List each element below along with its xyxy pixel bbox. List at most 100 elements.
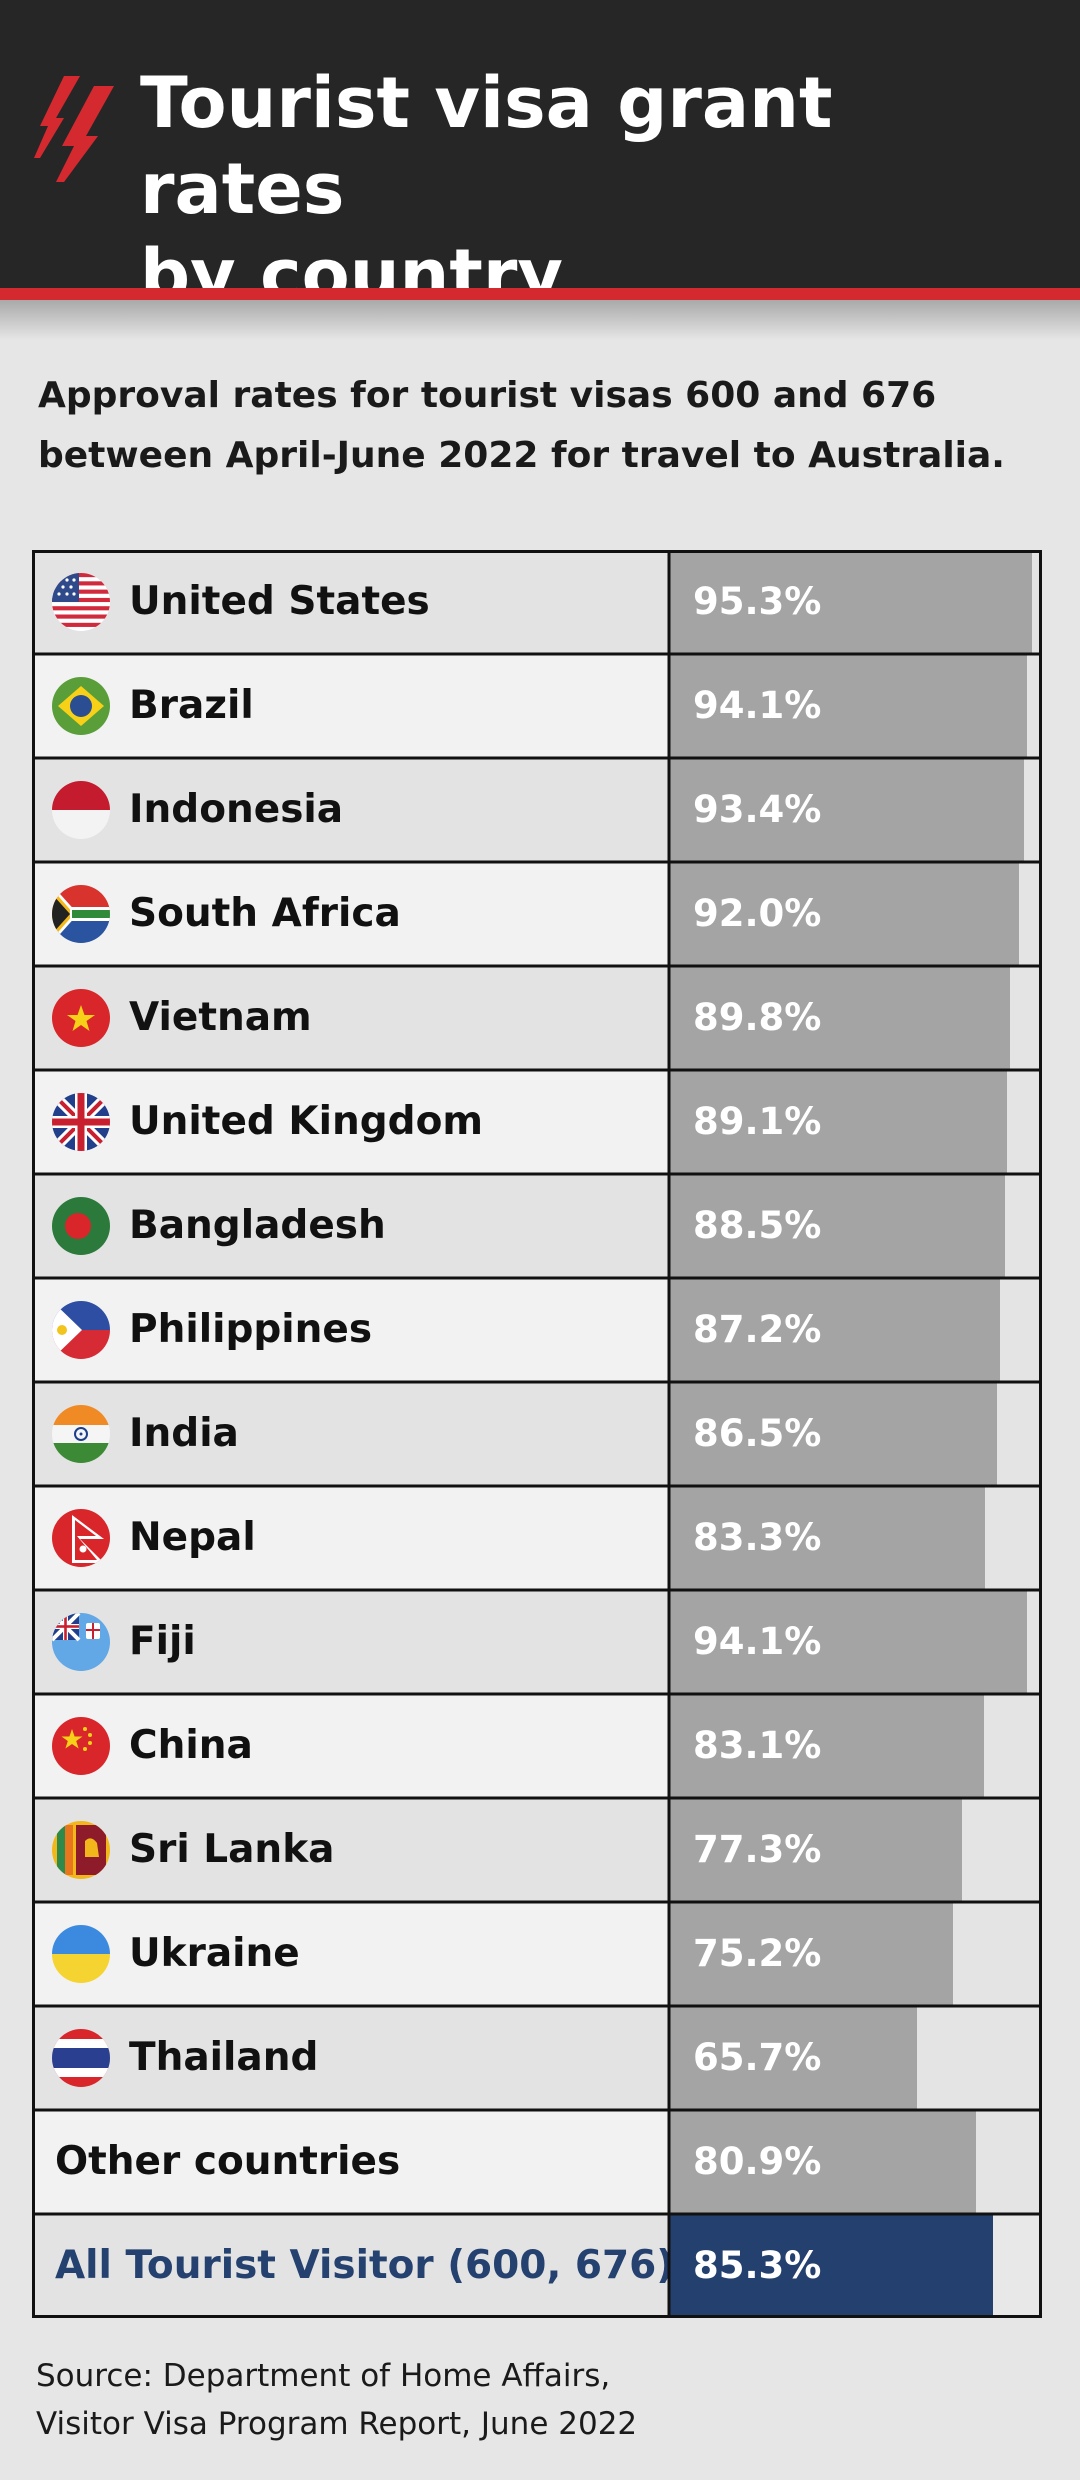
chart-subtitle: Approval rates for tourist visas 600 and… [38, 375, 1005, 476]
table-row: Fiji 94.1% [32, 1590, 1042, 1694]
value-cell: 87.2% [669, 1278, 1042, 1382]
data-label: 87.2% [693, 1308, 822, 1351]
nepal-flag-icon [52, 1509, 110, 1567]
category-label: United States [129, 579, 430, 624]
category-label: Other countries [55, 2139, 401, 2184]
data-label: 88.5% [693, 1204, 822, 1247]
country-cell: India [32, 1382, 669, 1486]
table-row: Bangladesh 88.5% [32, 1174, 1042, 1278]
category-label: Indonesia [129, 787, 344, 832]
data-label: 75.2% [693, 1932, 822, 1975]
value-cell: 80.9% [669, 2110, 1042, 2214]
category-label: Ukraine [129, 1931, 300, 1976]
value-cell: 83.1% [669, 1694, 1042, 1798]
table-row: Philippines 87.2% [32, 1278, 1042, 1382]
source-note: Source: Department of Home Affairs, Visi… [36, 2358, 638, 2442]
sri-lanka-flag-icon [52, 1821, 110, 1879]
india-flag-icon [52, 1405, 110, 1463]
value-cell: 83.3% [669, 1486, 1042, 1590]
data-label: 85.3% [693, 2244, 822, 2287]
data-label: 86.5% [693, 1412, 822, 1455]
table-row: China 83.1% [32, 1694, 1042, 1798]
category-label: Nepal [129, 1515, 256, 1560]
brazil-flag-icon [52, 677, 110, 735]
value-cell: 95.3% [669, 550, 1042, 654]
country-cell: Other countries [32, 2110, 669, 2214]
category-label: Philippines [129, 1307, 373, 1352]
us-flag-icon [52, 573, 110, 631]
table-row: Indonesia 93.4% [32, 758, 1042, 862]
category-label: Bangladesh [129, 1203, 386, 1248]
indonesia-flag-icon [52, 781, 110, 839]
chart-title: Tourist visa grant rates by country [140, 62, 833, 316]
south-africa-flag-icon [52, 885, 110, 943]
uk-flag-icon [52, 1093, 110, 1151]
data-label: 94.1% [693, 684, 822, 727]
data-label: 93.4% [693, 788, 822, 831]
table-row: Other countries 80.9% [32, 2110, 1042, 2214]
country-cell: Vietnam [32, 966, 669, 1070]
country-cell: Fiji [32, 1590, 669, 1694]
value-cell: 89.1% [669, 1070, 1042, 1174]
value-cell: 89.8% [669, 966, 1042, 1070]
category-label: Brazil [129, 683, 254, 728]
country-cell: United States [32, 550, 669, 654]
philippines-flag-icon [52, 1301, 110, 1359]
category-label: Sri Lanka [129, 1827, 335, 1872]
data-label: 83.3% [693, 1516, 822, 1559]
country-cell: Bangladesh [32, 1174, 669, 1278]
data-label: 95.3% [693, 580, 822, 623]
value-cell: 86.5% [669, 1382, 1042, 1486]
data-label: 94.1% [693, 1620, 822, 1663]
table-row: Vietnam 89.8% [32, 966, 1042, 1070]
table-row: Brazil 94.1% [32, 654, 1042, 758]
country-cell: Ukraine [32, 1902, 669, 2006]
category-label: All Tourist Visitor (600, 676) [55, 2243, 675, 2288]
country-cell: South Africa [32, 862, 669, 966]
header-bar: Tourist visa grant rates by country [0, 0, 1080, 316]
total-row: All Tourist Visitor (600, 676) 85.3% [32, 2214, 1042, 2318]
country-cell: Sri Lanka [32, 1798, 669, 1902]
data-label: 89.8% [693, 996, 822, 1039]
category-label: Fiji [129, 1619, 196, 1664]
country-cell: Brazil [32, 654, 669, 758]
table-row: Nepal 83.3% [32, 1486, 1042, 1590]
country-cell: China [32, 1694, 669, 1798]
table-row: South Africa 92.0% [32, 862, 1042, 966]
table-row: Sri Lanka 77.3% [32, 1798, 1042, 1902]
country-cell: United Kingdom [32, 1070, 669, 1174]
thailand-flag-icon [52, 2029, 110, 2087]
data-label: 92.0% [693, 892, 822, 935]
value-cell: 65.7% [669, 2006, 1042, 2110]
category-label: United Kingdom [129, 1099, 484, 1144]
value-cell: 77.3% [669, 1798, 1042, 1902]
sbs-logo-icon [34, 76, 114, 182]
country-cell: Thailand [32, 2006, 669, 2110]
country-cell: All Tourist Visitor (600, 676) [32, 2214, 674, 2318]
category-label: Thailand [129, 2035, 319, 2080]
data-label: 83.1% [693, 1724, 822, 1767]
bangladesh-flag-icon [52, 1197, 110, 1255]
value-cell: 93.4% [669, 758, 1042, 862]
table-row: Ukraine 75.2% [32, 1902, 1042, 2006]
data-label: 89.1% [693, 1100, 822, 1143]
data-label: 77.3% [693, 1828, 822, 1871]
category-label: China [129, 1723, 253, 1768]
value-cell: 85.3% [669, 2214, 1042, 2318]
ukraine-flag-icon [52, 1925, 110, 1983]
table-row: Thailand 65.7% [32, 2006, 1042, 2110]
value-cell: 75.2% [669, 1902, 1042, 2006]
header-accent-stripe [0, 288, 1080, 300]
value-cell: 94.1% [669, 654, 1042, 758]
country-cell: Nepal [32, 1486, 669, 1590]
vietnam-flag-icon [52, 989, 110, 1047]
category-label: Vietnam [129, 995, 312, 1040]
china-flag-icon [52, 1717, 110, 1775]
country-cell: Indonesia [32, 758, 669, 862]
header-shadow [0, 300, 1080, 340]
table-row: India 86.5% [32, 1382, 1042, 1486]
bar-chart-table: United States 95.3% Brazil 94.1% Indonesia 93… [32, 550, 1042, 2318]
fiji-flag-icon [52, 1613, 110, 1671]
value-cell: 88.5% [669, 1174, 1042, 1278]
category-label: South Africa [129, 891, 401, 936]
